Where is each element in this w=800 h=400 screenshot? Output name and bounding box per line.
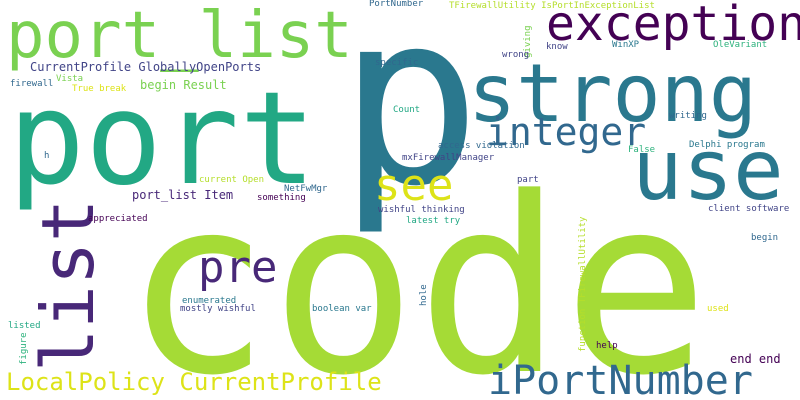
word-use: use (632, 121, 784, 219)
word-strong: strong (468, 47, 757, 140)
word-figure: figure (19, 332, 29, 365)
word-true-break: True break (72, 84, 127, 94)
word-something: something (257, 193, 306, 203)
word-access-violation: access violation (438, 141, 525, 151)
word-netfwmgr: NetFwMgr (284, 184, 328, 194)
word-winxp: WinXP (612, 40, 640, 50)
word-boolean-var: boolean var (312, 304, 372, 314)
word-port-list: port_list (6, 0, 353, 73)
word-know: know (546, 42, 568, 52)
word-appreciated: appreciated (88, 214, 148, 224)
word-code: code (124, 146, 710, 400)
word-firewall: firewall (10, 79, 54, 89)
word-iportnumber: iPortNumber (488, 358, 753, 400)
word-part: part (517, 175, 539, 185)
word-writing: writing (669, 111, 707, 121)
word-port-list-item: port_list Item (132, 188, 234, 202)
word-end-end: end end (730, 352, 781, 366)
word-enumerated: enumerated (182, 296, 237, 306)
word-localpolicy-currentprofile: LocalPolicy CurrentProfile (6, 368, 382, 396)
word-vista: Vista (56, 74, 84, 84)
word-current-open: current Open (199, 175, 265, 185)
word-mxfirewallmanager: mxFirewallManager (402, 153, 495, 163)
word-begin-result: begin Result (140, 78, 227, 92)
word-tfirewallutility-isportinexceptionlist: TFirewallUtility IsPortInExceptionList (449, 1, 655, 11)
word-integer: integer (486, 110, 647, 154)
word-begin: begin (751, 233, 779, 243)
word-currentprofile-globallyopenports: CurrentProfile GloballyOpenPorts (30, 60, 262, 74)
word-pre: pre (198, 242, 278, 293)
word-specific: specific (375, 58, 419, 68)
word-mostly-wishful: mostly wishful (180, 304, 256, 314)
word-function-tfirewallutility: function TFirewallUtility (578, 216, 588, 352)
word-olevariant: OleVariant (713, 40, 768, 50)
word-hole: hole (419, 284, 429, 306)
word-help: help (596, 341, 618, 351)
word-latest-try: latest try (406, 216, 461, 226)
word-count: Count (393, 105, 421, 115)
word-wishful-thinking: wishful thinking (378, 205, 465, 215)
word-false: False (628, 145, 656, 155)
word-portnumber: PortNumber (369, 0, 424, 9)
word-wrong: wrong (502, 50, 530, 60)
word-port: port (8, 65, 317, 214)
word-h: h (44, 151, 50, 161)
word-list[interactable]: list (26, 198, 110, 372)
word-client-software: client software (708, 204, 790, 214)
word-used: used (707, 304, 729, 314)
word-see: see (374, 160, 454, 211)
word-exception: exception (546, 0, 800, 52)
word-delphi-program: Delphi program (689, 140, 765, 150)
word-p: p (338, 0, 482, 239)
word-listed: listed (8, 321, 41, 331)
